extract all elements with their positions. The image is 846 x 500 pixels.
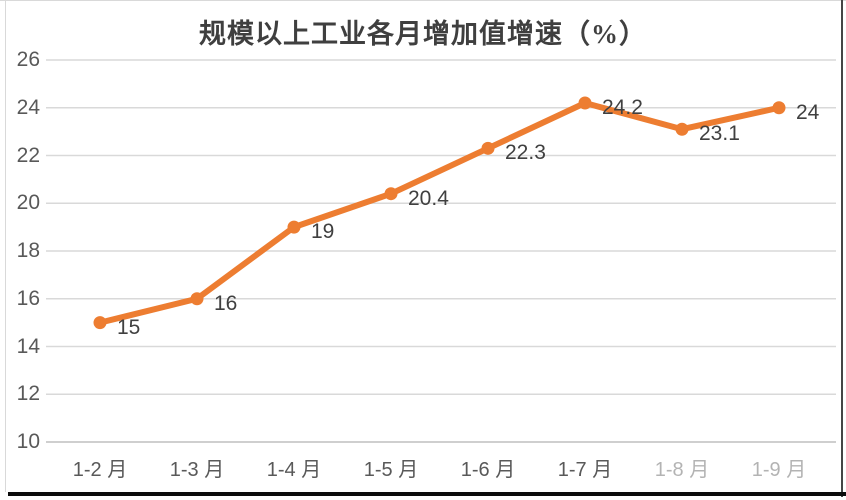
data-point-marker [287,220,301,234]
x-tick-label: 1-6 月 [460,459,516,481]
data-label: 24 [796,100,820,124]
x-tick-label: 1-3 月 [169,459,225,481]
y-tick-label: 24 [16,95,40,119]
x-tick-label: 1-4 月 [266,459,322,481]
data-point-marker [578,96,592,110]
x-tick-label: 1-9 月 [751,459,807,481]
y-tick-label: 14 [16,334,40,358]
y-tick-label: 22 [16,143,40,167]
y-tick-label: 26 [16,48,40,71]
x-tick-label: 1-7 月 [557,459,613,481]
chart-frame-left-border [5,1,6,492]
data-label: 24.2 [602,95,643,119]
chart-frame-bottom-border [8,492,846,496]
data-label: 16 [214,291,238,315]
data-label: 22.3 [505,141,546,165]
data-point-marker [675,122,689,136]
data-point-marker [772,101,786,115]
y-tick-label: 16 [16,286,40,310]
data-label: 20.4 [408,186,449,210]
chart-frame-top-border [0,0,846,1]
y-tick-label: 20 [16,191,40,215]
y-tick-label: 12 [16,382,40,406]
y-tick-label: 10 [16,430,40,453]
data-point-marker [481,141,495,155]
data-point-marker [384,187,398,201]
series-line [97,99,782,326]
data-point-marker [93,316,107,330]
data-label: 19 [311,220,335,244]
chart-frame-right-border [841,0,843,497]
data-label: 23.1 [699,122,740,146]
y-tick-label: 18 [16,239,40,262]
chart-title: 规模以上工业各月增加值增速（%） [199,19,647,49]
x-tick-label: 1-8 月 [654,459,710,481]
x-tick-label: 1-2 月 [72,459,128,481]
x-tick-label: 1-5 月 [363,459,419,481]
data-label: 15 [117,315,141,339]
data-point-marker [190,292,204,306]
